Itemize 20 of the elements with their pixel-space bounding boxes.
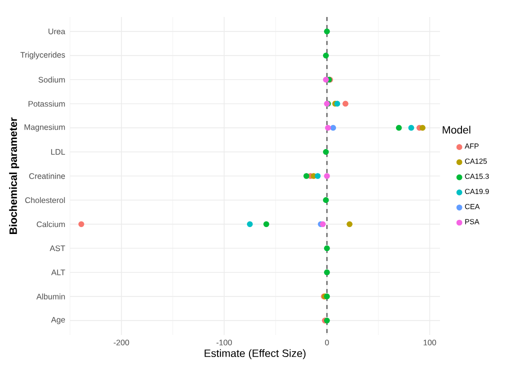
y-tick-label: Albumin [36,294,65,300]
y-tick-label: Age [51,316,65,324]
x-tick-label: -200 [114,340,130,346]
y-tick-label: Calcium [36,221,65,228]
y-tick-label: Cholesterol [25,197,65,204]
x-tick-label: 0 [325,340,329,346]
y-tick-label: Creatinine [29,173,65,179]
y-tick-label: Magnesium [24,124,65,132]
y-tick-label: LDL [51,149,66,155]
legend-title: Model [442,126,470,134]
y-axis-title: Biochemical parameter [9,117,20,234]
y-tick-label: Urea [48,28,66,34]
y-tick-label: Triglycerides [20,52,66,60]
x-axis-title: Estimate (Effect Size) [204,349,306,360]
x-tick-label: -100 [216,340,232,346]
x-tick-label: 100 [424,340,436,346]
y-tick-label: ALT [51,270,66,276]
y-tick-label: Potassium [28,100,65,107]
y-tick-label: Sodium [38,76,65,83]
y-tick-label: AST [50,245,66,252]
